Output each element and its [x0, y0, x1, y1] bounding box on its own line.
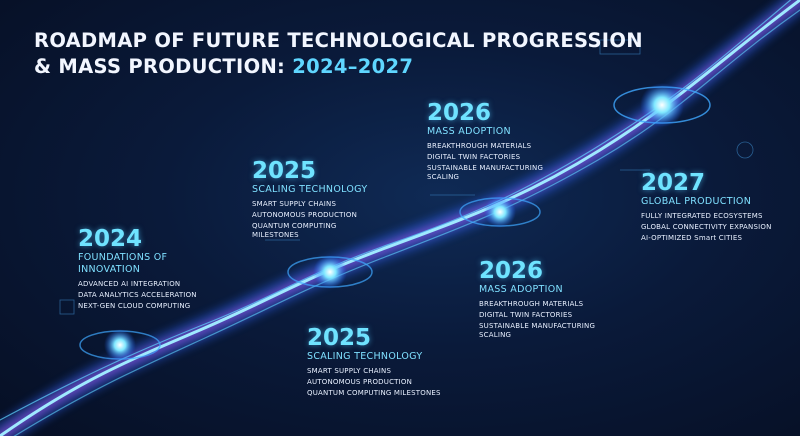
milestone-item: AUTONOMOUS PRODUCTION	[252, 211, 358, 219]
title-line: & MASS PRODUCTION: 2024–2027	[34, 54, 643, 80]
title-years: 2024–2027	[292, 55, 414, 78]
milestone-year: 2025	[252, 158, 317, 184]
milestone-item: DIGITAL TWIN FACTORIES	[427, 153, 521, 161]
milestone-year: 2027	[641, 170, 706, 196]
title-text: & MASS PRODUCTION:	[34, 55, 293, 78]
milestone-item: SUSTAINABLE MANUFACTURING SCALING	[479, 322, 596, 339]
milestone: 2027 GLOBAL PRODUCTION FULLY INTEGRATED EC…	[641, 170, 791, 245]
milestone-year: 2026	[479, 258, 544, 284]
milestone-heading: FOUNDATIONS OF INNOVATION	[78, 252, 168, 275]
milestone-item: QUANTUM COMPUTING MILESTONES	[307, 389, 441, 397]
milestone: 2026 MASS ADOPTION BREAKTHROUGH MATERIALS D…	[427, 100, 557, 184]
milestone-year: 2026	[427, 100, 492, 126]
milestone: 2026 MASS ADOPTION BREAKTHROUGH MATERIALS D…	[479, 258, 614, 342]
milestone-item: NEXT-GEN CLOUD COMPUTING	[78, 302, 191, 310]
milestone-item: GLOBAL CONNECTIVITY EXPANSION	[641, 223, 772, 231]
milestone-year: 2024	[78, 226, 143, 252]
milestone-item: SMART SUPPLY CHAINS	[252, 200, 337, 208]
milestone-year: 2025	[307, 325, 372, 351]
milestone-item: DIGITAL TWIN FACTORIES	[479, 311, 573, 319]
title: ROADMAP OF FUTURE TECHNOLOGICAL PROGRESS…	[34, 28, 643, 80]
milestone-heading: MASS ADOPTION	[427, 126, 511, 137]
milestone-item: DATA ANALYTICS ACCELERATION	[78, 291, 197, 299]
milestone: 2025 SCALING TECHNOLOGY SMART SUPPLY CHAIN…	[252, 158, 382, 242]
milestone: 2024 FOUNDATIONS OF INNOVATION ADVANCED AI…	[78, 226, 218, 313]
milestone-item: FULLY INTEGRATED ECOSYSTEMS	[641, 212, 763, 220]
milestone-item: AUTONOMOUS PRODUCTION	[307, 378, 413, 386]
milestone-item: SUSTAINABLE MANUFACTURING SCALING	[427, 164, 544, 181]
milestone-item: BREAKTHROUGH MATERIALS	[479, 300, 584, 308]
milestone-heading: SCALING TECHNOLOGY	[307, 351, 423, 362]
milestone-item: QUANTUM COMPUTING MILESTONES	[252, 222, 337, 239]
milestone-item: BREAKTHROUGH MATERIALS	[427, 142, 532, 150]
milestone-item: AI-OPTIMIZED Smart CITIES	[641, 234, 743, 242]
milestone-heading: GLOBAL PRODUCTION	[641, 196, 752, 207]
milestone-heading: MASS ADOPTION	[479, 284, 563, 295]
milestone-item: ADVANCED AI INTEGRATION	[78, 280, 181, 288]
milestone-heading: SCALING TECHNOLOGY	[252, 184, 368, 195]
title-line: ROADMAP OF FUTURE TECHNOLOGICAL PROGRESS…	[34, 29, 643, 52]
milestone-item: SMART SUPPLY CHAINS	[307, 367, 392, 375]
milestone: 2025 SCALING TECHNOLOGY SMART SUPPLY CHAIN…	[307, 325, 442, 400]
